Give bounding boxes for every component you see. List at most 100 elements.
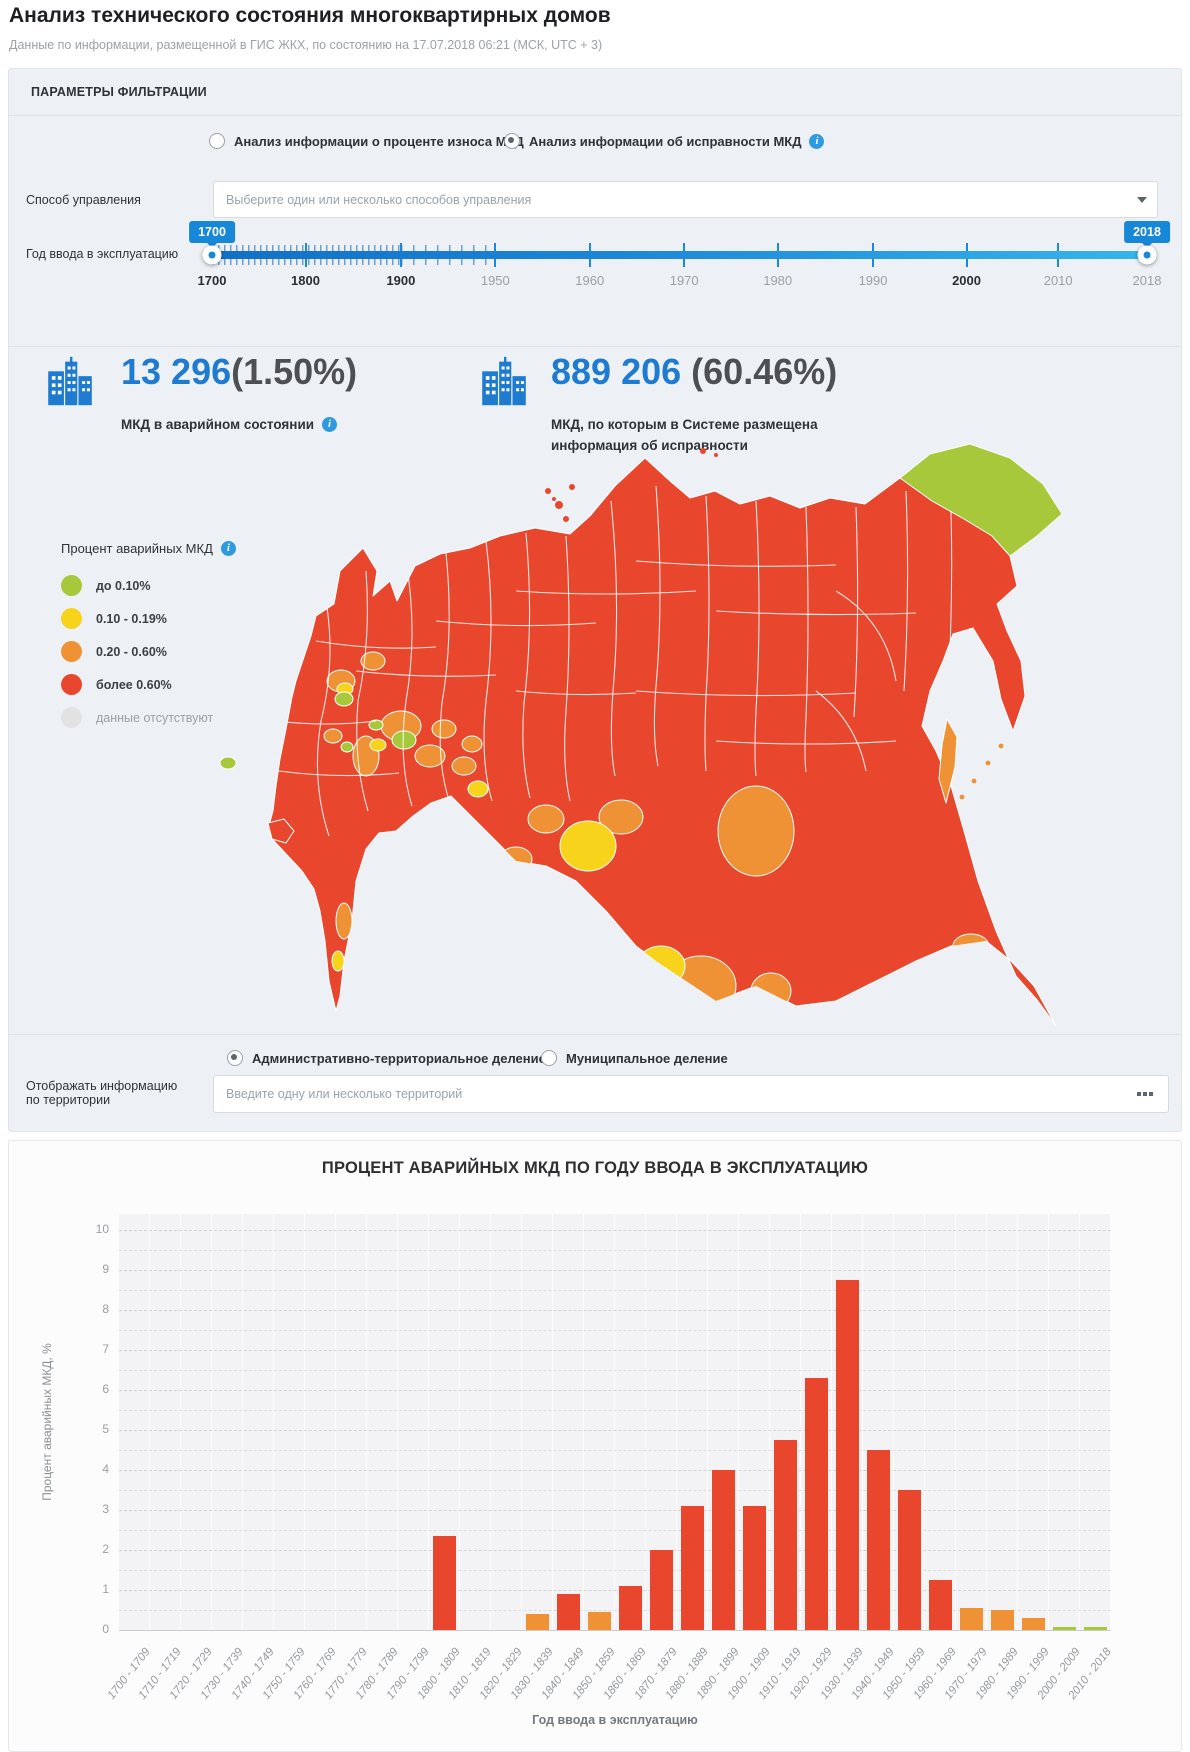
radio-circle[interactable] [209,133,225,149]
gridline [119,1270,1111,1271]
bar[interactable] [588,1612,611,1630]
legend-color-dot [61,707,82,728]
bar[interactable] [619,1586,642,1630]
y-tick-label: 6 [102,1382,109,1396]
legend-item: 0.10 - 0.19% [61,602,213,635]
bar-slot [863,1214,894,1630]
radio-analysis-wear[interactable]: Анализ информации о проценте износа МКД [209,133,524,149]
bar[interactable] [433,1536,456,1630]
filter-panel: ПАРАМЕТРЫ ФИЛЬТРАЦИИ Анализ информации о… [8,68,1182,1132]
legend-item: до 0.10% [61,569,213,602]
slider-from-tooltip: 1700 [189,221,235,243]
russia-map[interactable] [216,441,1076,1033]
bar[interactable] [681,1506,704,1630]
gridline [119,1470,1111,1471]
bar-slot [243,1214,274,1630]
bar[interactable] [712,1470,735,1630]
legend-label: до 0.10% [96,578,151,593]
legend-item: более 0.60% [61,668,213,701]
info-icon[interactable]: i [220,541,236,556]
management-select[interactable] [213,181,1158,218]
y-tick-label: 8 [102,1302,109,1316]
radio-analysis-serviceability[interactable]: Анализ информации об исправности МКД i [504,133,825,149]
slider-tick-label: 1900 [386,273,416,288]
gridline [119,1590,1111,1591]
y-tick-label: 1 [102,1582,109,1596]
bar[interactable] [805,1378,828,1630]
map-legend-title: Процент аварийных МКД i [61,541,236,556]
bar[interactable] [650,1550,673,1630]
chevron-down-icon[interactable] [1137,197,1147,203]
slider-track[interactable] [212,251,1147,259]
year-range-slider[interactable]: 1700 2018 1700 1800 1900 1950 1960 1970 1980 19… [189,215,1170,295]
bar[interactable] [867,1450,890,1630]
bar-slot [119,1214,150,1630]
bar-slot [398,1214,429,1630]
bar[interactable] [1084,1627,1107,1630]
bar-slot [336,1214,367,1630]
stat-total-number: 889 206 (60.46%) [551,351,837,393]
stat-total-caption: МКД, по которым в Системе размещена инфо… [551,417,818,453]
slider-handle-from[interactable] [202,245,222,265]
bar-slot [987,1214,1018,1630]
stat-emergency-caption: МКД в аварийном состоянии i [121,414,338,435]
chart-panel: ПРОЦЕНТ АВАРИЙНЫХ МКД ПО ГОДУ ВВОДА В ЭК… [8,1140,1182,1752]
radio-municipal-division[interactable]: Муниципальное деление [541,1050,728,1066]
bar-slot [274,1214,305,1630]
more-options-icon[interactable] [1137,1092,1153,1096]
year-slider-label: Год ввода в эксплуатацию [26,247,179,261]
chart-plot-area [119,1214,1111,1631]
gridline [119,1330,1111,1331]
chart-x-axis-title: Год ввода в эксплуатацию [532,1713,698,1727]
slider-tick-label: 1990 [858,273,888,288]
bar-slot [181,1214,212,1630]
gridline [119,1230,1111,1231]
bar[interactable] [743,1506,766,1630]
bar[interactable] [960,1608,983,1630]
bar[interactable] [774,1440,797,1630]
bar-slot [305,1214,336,1630]
bar-slot [491,1214,522,1630]
slider-tick-label: 1980 [763,273,793,288]
info-icon[interactable]: i [322,417,338,432]
radio-circle[interactable] [504,133,520,149]
radio-circle[interactable] [541,1050,557,1066]
bar[interactable] [898,1490,921,1630]
legend-label: 0.10 - 0.19% [96,611,167,626]
radio-label: Анализ информации о проценте износа МКД [234,133,524,149]
bar[interactable] [929,1580,952,1630]
bar[interactable] [526,1614,549,1630]
slider-handle-to[interactable] [1137,245,1157,265]
territory-input[interactable] [213,1075,1169,1113]
slider-tick-label: 1960 [575,273,605,288]
radio-circle[interactable] [227,1050,243,1066]
legend-color-dot [61,575,82,596]
gridline [119,1610,1111,1611]
slider-tick-label: 1950 [480,273,510,288]
radio-administrative-division[interactable]: Административно-территориальное деление [227,1050,546,1066]
slider-tick-label: 1970 [669,273,699,288]
gridline [119,1570,1111,1571]
info-icon[interactable]: i [809,133,825,149]
bar-slot [429,1214,460,1630]
y-tick-label: 3 [102,1502,109,1516]
gridline [119,1510,1111,1511]
bar-slot [522,1214,553,1630]
chart-title: ПРОЦЕНТ АВАРИЙНЫХ МКД ПО ГОДУ ВВОДА В ЭК… [321,1159,869,1177]
bar-slot [894,1214,925,1630]
legend-color-dot [61,641,82,662]
bar[interactable] [836,1280,859,1630]
gridline [119,1290,1111,1291]
bar[interactable] [557,1594,580,1630]
y-tick-label: 10 [95,1222,109,1236]
bar[interactable] [1022,1618,1045,1630]
slider-tick-label: 2000 [952,273,981,288]
gridline [119,1250,1111,1251]
bar[interactable] [991,1610,1014,1630]
y-tick-label: 0 [102,1622,109,1636]
building-icon [48,356,92,406]
slider-to-tooltip: 2018 [1124,221,1170,243]
filter-panel-header: ПАРАМЕТРЫ ФИЛЬТРАЦИИ [9,69,1181,116]
bar[interactable] [1053,1627,1076,1630]
